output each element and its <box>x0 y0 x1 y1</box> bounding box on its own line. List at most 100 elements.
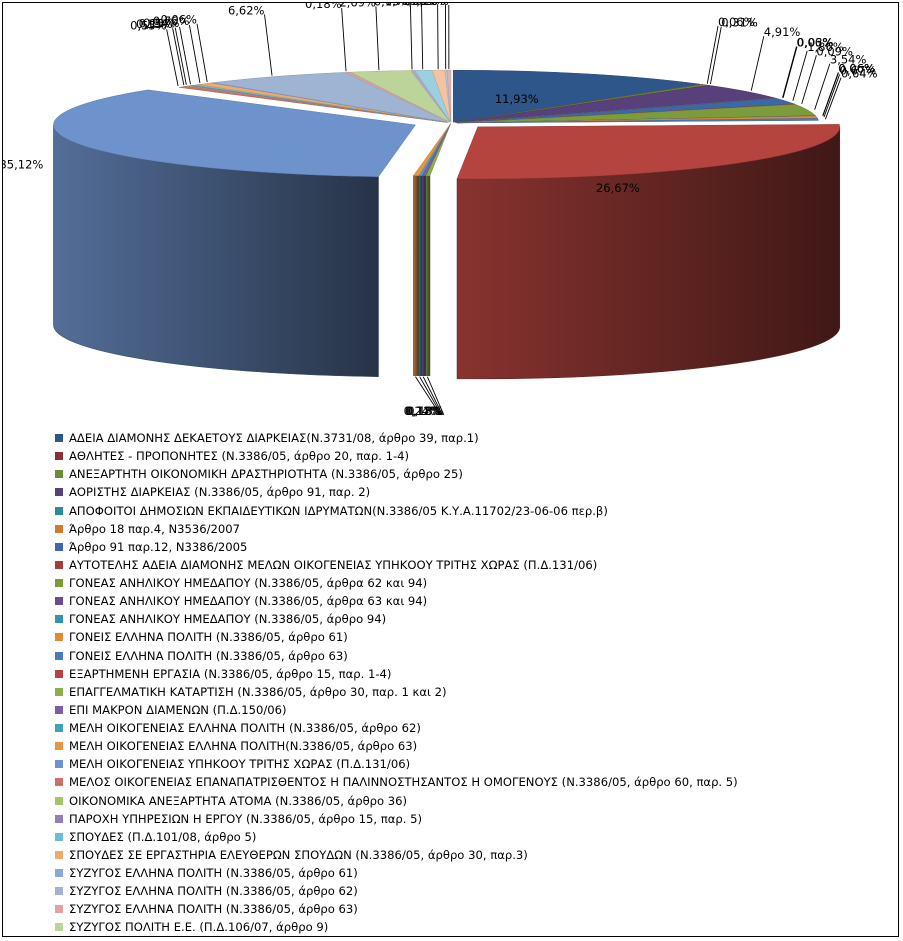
pie-slice-22 <box>192 84 447 123</box>
leader-line-4 <box>782 46 797 98</box>
leader-line-23 <box>188 24 201 84</box>
legend-swatch <box>55 850 63 859</box>
legend-swatch <box>55 615 63 624</box>
legend-label: ΜΕΛΗ ΟΙΚΟΓΕΝΕΙΑΣ ΕΛΛΗΝΑ ΠΟΛΙΤΗ(Ν.3386/05… <box>69 739 418 754</box>
legend-label: ΕΞΑΡΤΗΜΕΝΗ ΕΡΓΑΣΙΑ (Ν.3386/05, άρθρο 15,… <box>69 666 392 681</box>
legend-label: ΣΥΖΥΓΟΣ ΕΛΛΗΝΑ ΠΟΛΙΤΗ (Ν.3386/05, άρθρο … <box>69 902 358 917</box>
legend-swatch <box>55 633 63 642</box>
legend-item: ΑΠΟΦΟΙΤΟΙ ΔΗΜΟΣΙΩΝ ΕΚΠΑΙΔΕΥΤΙΚΩΝ ΙΔΡΥΜΑΤ… <box>55 502 895 520</box>
legend-label: ΑΔΕΙΑ ΔΙΑΜΟΝΗΣ ΔΕΚΑΕΤΟΥΣ ΔΙΑΡΚΕΙΑΣ(Ν.373… <box>69 431 479 446</box>
legend-swatch <box>55 760 63 769</box>
legend-swatch <box>55 905 63 914</box>
pie-slice-side-14 <box>425 175 431 377</box>
legend-label: ΟΙΚΟΝΟΜΙΚΑ ΑΝΕΞΑΡΤΗΤΑ ΑΤΟΜΑ (Ν.3386/05, … <box>69 793 408 808</box>
legend-swatch <box>55 542 63 551</box>
data-label-2: 0,31% <box>721 16 758 30</box>
legend-label: ΕΠΙ ΜΑΚΡΟΝ ΔΙΑΜΕΝΩΝ (Π.Δ.150/06) <box>69 702 287 717</box>
legend-item: ΓΟΝΕΙΣ ΕΛΛΗΝΑ ΠΟΛΙΤΗ (Ν.3386/05, άρθρο 6… <box>55 647 895 665</box>
legend-swatch <box>55 687 63 696</box>
legend-label: ΑΥΤΟΤΕΛΗΣ ΑΔΕΙΑ ΔΙΑΜΟΝΗΣ ΜΕΛΩΝ ΟΙΚΟΓΕΝΕΙ… <box>69 557 598 572</box>
data-label-5: 0,03% <box>797 36 834 50</box>
pie-slice-side-17 <box>413 175 420 376</box>
pie-slice-side-15 <box>421 175 427 377</box>
data-label-26: 0,18% <box>305 3 342 11</box>
pie-slice-0 <box>452 69 700 123</box>
data-label-6: 1,86% <box>807 40 844 54</box>
legend-label: ΜΕΛΗ ΟΙΚΟΓΕΝΕΙΑΣ ΥΠΗΚΟΟΥ ΤΡΙΤΗΣ ΧΩΡΑΣ (Π… <box>69 757 411 772</box>
leader-line-29 <box>421 5 424 70</box>
legend-swatch <box>55 434 63 443</box>
legend-swatch <box>55 579 63 588</box>
data-label-16: 0,12% <box>405 404 442 418</box>
legend-label: ΣΠΟΥΔΕΣ ΣΕ ΕΡΓΑΣΤΗΡΙΑ ΕΛΕΥΘΕΡΩΝ ΣΠΟΥΔΩΝ … <box>69 847 528 862</box>
legend-item: ΣΠΟΥΔΕΣ (Π.Δ.101/08, άρθρο 5) <box>55 828 895 846</box>
legend-swatch <box>55 524 63 533</box>
data-label-28: 0,15% <box>374 3 411 8</box>
legend-label: ΣΥΖΥΓΟΣ ΕΛΛΗΝΑ ΠΟΛΙΤΗ (Ν.3386/05, άρθρο … <box>69 866 358 881</box>
leader-line-6 <box>792 50 808 101</box>
leader-line-1 <box>706 25 719 84</box>
data-label-8: 3,54% <box>830 53 867 67</box>
legend-swatch <box>55 705 63 714</box>
legend-item: ΓΟΝΕΑΣ ΑΝΗΛΙΚΟΥ ΗΜΕΔΑΠΟΥ (Ν.3386/05, άρθ… <box>55 574 895 592</box>
leader-line-17 <box>415 376 441 416</box>
legend-item: ΑΝΕΞΑΡΤΗΤΗ ΟΙΚΟΝΟΜΙΚΗ ΔΡΑΣΤΗΡΙΟΤΗΤΑ (Ν.3… <box>55 465 895 483</box>
data-label-4: 0,06% <box>797 36 834 50</box>
legend-swatch <box>55 778 63 787</box>
legend-label: ΓΟΝΕΑΣ ΑΝΗΛΙΚΟΥ ΗΜΕΔΑΠΟΥ (Ν.3386/05, άρθ… <box>69 594 428 609</box>
pie-slice-13 <box>456 124 840 180</box>
legend-item: ΜΕΛΗ ΟΙΚΟΓΕΝΕΙΑΣ ΕΛΛΗΝΑ ΠΟΛΙΤΗ (Ν.3386/0… <box>55 719 895 737</box>
leader-line-7 <box>801 55 817 104</box>
legend-swatch <box>55 742 63 751</box>
data-label-17: 0,24% <box>404 404 441 418</box>
legend-item: ΣΥΖΥΓΟΣ ΠΟΛΙΤΗ Ε.Ε. (Π.Δ.106/07, άρθρο 9… <box>55 918 895 936</box>
legend-item: ΓΟΝΕΙΣ ΕΛΛΗΝΑ ΠΟΛΙΤΗ (Ν.3386/05, άρθρο 6… <box>55 628 895 646</box>
pie-slice-19 <box>179 85 447 123</box>
legend-swatch <box>55 814 63 823</box>
leader-line-3 <box>750 36 765 91</box>
legend-label: Άρθρο 18 παρ.4, Ν3536/2007 <box>69 521 241 536</box>
legend-label: ΓΟΝΕΑΣ ΑΝΗΛΙΚΟΥ ΗΜΕΔΑΠΟΥ (Ν.3386/05, άρθ… <box>69 612 387 627</box>
legend-item: ΑΟΡΙΣΤΗΣ ΔΙΑΡΚΕΙΑΣ (Ν.3386/05, άρθρο 91,… <box>55 483 895 501</box>
legend-swatch <box>55 887 63 896</box>
legend-item: ΜΕΛΟΣ ΟΙΚΟΓΕΝΕΙΑΣ ΕΠΑΝΑΠΑΤΡΙΣΘΕΝΤΟΣ Η ΠΑ… <box>55 773 895 791</box>
legend-item: ΓΟΝΕΑΣ ΑΝΗΛΙΚΟΥ ΗΜΕΔΑΠΟΥ (Ν.3386/05, άρθ… <box>55 610 895 628</box>
legend-item: ΕΠΑΓΓΕΛΜΑΤΙΚΗ ΚΑΤΑΡΤΙΣΗ (Ν.3386/05, άρθρ… <box>55 683 895 701</box>
legend-label: ΑΟΡΙΣΤΗΣ ΔΙΑΡΚΕΙΑΣ (Ν.3386/05, άρθρο 91,… <box>69 485 371 500</box>
legend-item: ΟΙΚΟΝΟΜΙΚΑ ΑΝΕΞΑΡΤΗΤΑ ΑΤΟΜΑ (Ν.3386/05, … <box>55 792 895 810</box>
leader-line-11 <box>823 74 841 118</box>
pie-slice-24 <box>211 82 448 123</box>
leader-line-20 <box>172 28 185 86</box>
legend-swatch <box>55 470 63 479</box>
legend-item: Άρθρο 18 παρ.4, Ν3536/2007 <box>55 520 895 538</box>
data-label-7: 0,09% <box>816 44 853 58</box>
leader-line-30 <box>437 5 439 70</box>
legend-item: ΠΑΡΟΧΗ ΥΠΗΡΕΣΙΩΝ Η ΕΡΓΟΥ (Ν.3386/05, άρθ… <box>55 810 895 828</box>
leader-line-28 <box>409 5 413 70</box>
pie-chart: 11,93%0,06%0,31%4,91%0,06%0,03%1,86%0,09… <box>3 3 878 418</box>
leader-line-10 <box>822 72 839 117</box>
pie-slice-18 <box>53 89 416 177</box>
pie-side-walls <box>53 124 841 380</box>
legend-label: ΓΟΝΕΙΣ ΕΛΛΗΝΑ ΠΟΛΙΤΗ (Ν.3386/05, άρθρο 6… <box>69 630 348 645</box>
leader-line-8 <box>814 63 831 110</box>
legend-label: ΣΠΟΥΔΕΣ (Π.Δ.101/08, άρθρο 5) <box>69 829 257 844</box>
legend-item: ΑΔΕΙΑ ΔΙΑΜΟΝΗΣ ΔΕΚΑΕΤΟΥΣ ΔΙΑΡΚΕΙΑΣ(Ν.373… <box>55 429 895 447</box>
legend-label: ΣΥΖΥΓΟΣ ΠΟΛΙΤΗ Ε.Ε. (Π.Δ.106/07, άρθρο 9… <box>69 920 329 935</box>
legend-swatch <box>55 452 63 461</box>
legend-item: ΜΕΛΗ ΟΙΚΟΓΕΝΕΙΑΣ ΕΛΛΗΝΑ ΠΟΛΙΤΗ(Ν.3386/05… <box>55 737 895 755</box>
data-label-13: 26,67% <box>596 181 640 195</box>
legend-swatch <box>55 724 63 733</box>
data-label-14: 0,18% <box>407 404 444 418</box>
leader-line-5 <box>782 46 798 99</box>
data-labels: 11,93%0,06%0,31%4,91%0,06%0,03%1,86%0,09… <box>3 3 878 418</box>
data-label-32: 0,18% <box>412 3 449 8</box>
data-label-20: 0,15% <box>136 17 173 31</box>
data-label-18: 35,12% <box>3 158 43 172</box>
legend-swatch <box>55 669 63 678</box>
legend-item: ΕΞΑΡΤΗΜΕΝΗ ΕΡΓΑΣΙΑ (Ν.3386/05, άρθρο 15,… <box>55 665 895 683</box>
legend-label: ΓΟΝΕΑΣ ΑΝΗΛΙΚΟΥ ΗΜΕΔΑΠΟΥ (Ν.3386/05, άρθ… <box>69 576 428 591</box>
legend-swatch <box>55 923 63 932</box>
leader-line-16 <box>419 376 442 416</box>
